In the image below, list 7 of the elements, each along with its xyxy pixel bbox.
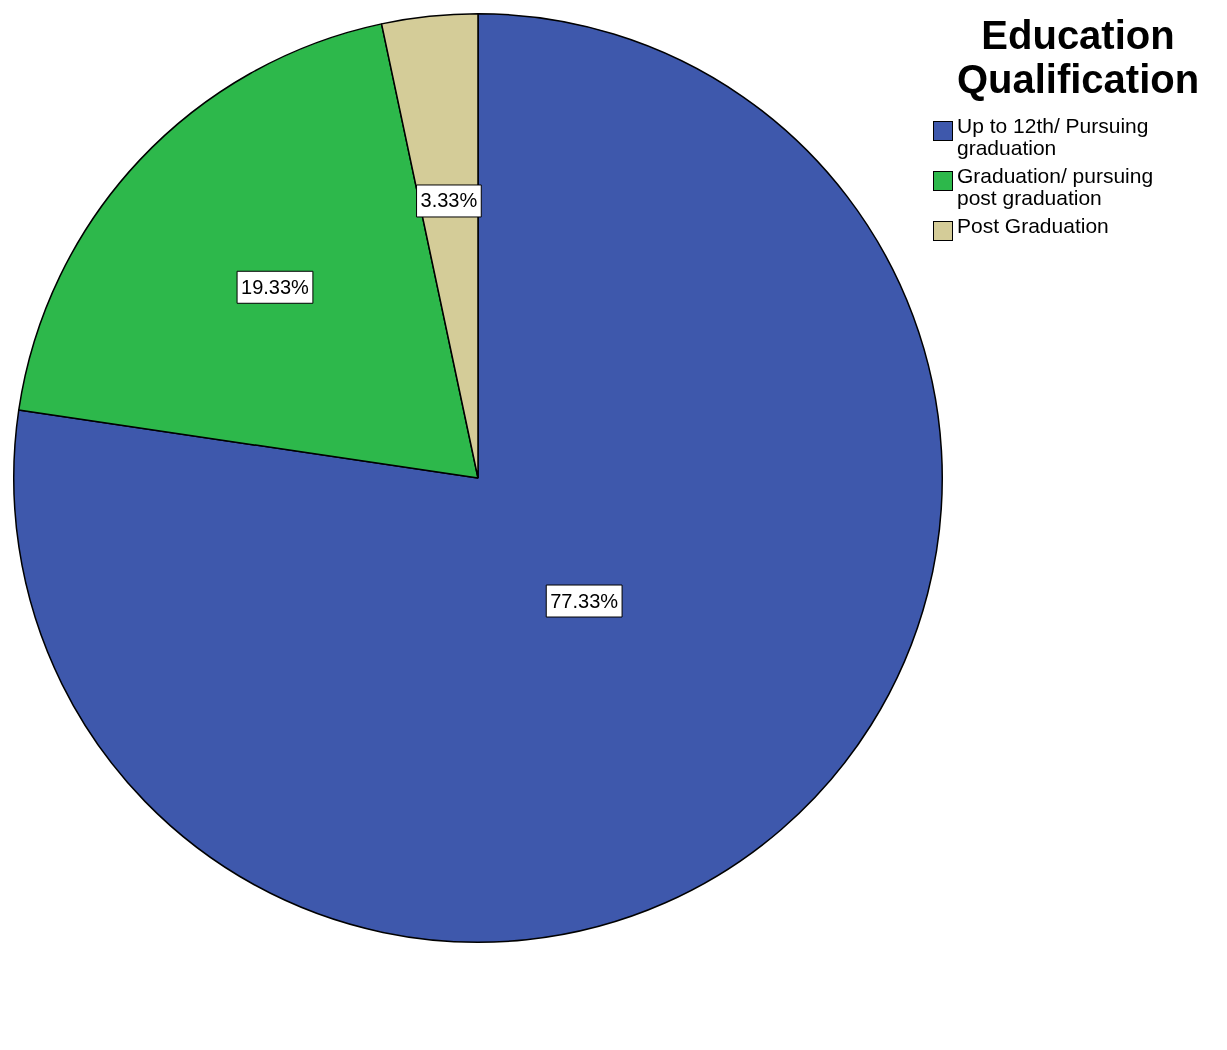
legend-label: Up to 12th/ Pursuing graduation bbox=[957, 114, 1150, 159]
data-label: 19.33% bbox=[241, 275, 310, 298]
data-label: 3.33% bbox=[420, 189, 478, 212]
legend-title: Education Qualification bbox=[955, 13, 1201, 101]
data-label: 77.33% bbox=[550, 589, 619, 612]
legend-label: Graduation/ pursuing post graduation bbox=[957, 164, 1155, 209]
legend-label: Post Graduation bbox=[957, 214, 1110, 237]
